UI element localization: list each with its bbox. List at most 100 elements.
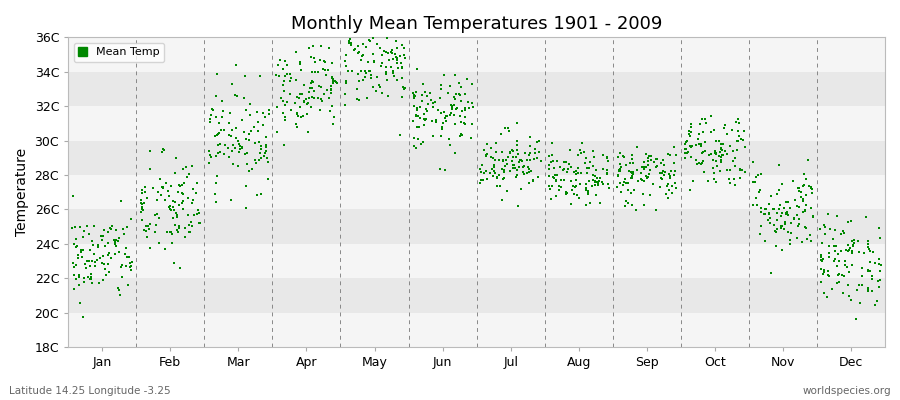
Point xyxy=(656,156,670,163)
Point xyxy=(636,164,651,170)
Point xyxy=(761,216,776,223)
Point xyxy=(209,152,223,159)
Point xyxy=(177,179,192,186)
Point xyxy=(380,77,394,84)
Point xyxy=(171,228,185,235)
Point xyxy=(356,41,371,47)
Point xyxy=(800,236,814,242)
Point xyxy=(436,72,451,79)
Point xyxy=(173,182,187,189)
Point xyxy=(814,252,829,258)
Point xyxy=(369,88,383,94)
Point xyxy=(407,143,421,150)
Point xyxy=(448,149,463,156)
Point xyxy=(842,247,856,254)
Point xyxy=(166,204,180,210)
Point xyxy=(280,62,294,68)
Point xyxy=(216,108,230,114)
Point xyxy=(314,84,328,90)
Point xyxy=(823,273,837,279)
Point xyxy=(192,220,206,226)
Point xyxy=(706,126,721,133)
Point xyxy=(547,175,562,182)
Point xyxy=(142,221,157,227)
Point xyxy=(439,113,454,119)
Point xyxy=(238,73,253,79)
Point xyxy=(650,156,664,162)
Point xyxy=(466,104,481,110)
Point xyxy=(214,98,229,104)
Point xyxy=(120,253,134,260)
Point xyxy=(166,198,181,204)
Point xyxy=(767,206,781,212)
Point xyxy=(428,99,442,106)
Point xyxy=(73,300,87,306)
Point xyxy=(184,162,199,169)
Point xyxy=(805,204,819,211)
Point xyxy=(508,165,522,171)
Point xyxy=(383,49,398,55)
Point xyxy=(278,102,293,108)
Point xyxy=(662,175,677,181)
Point xyxy=(164,229,178,235)
Point xyxy=(590,175,605,181)
Point xyxy=(344,40,358,46)
Point xyxy=(502,150,517,156)
Point xyxy=(109,237,123,244)
Point xyxy=(825,286,840,292)
Point xyxy=(842,248,856,254)
Point xyxy=(397,52,411,58)
Point xyxy=(559,158,573,165)
Point xyxy=(96,253,111,259)
Point xyxy=(314,96,328,103)
Point xyxy=(573,147,588,153)
Point xyxy=(614,189,628,196)
Point xyxy=(278,72,293,79)
Point xyxy=(148,212,162,218)
Point xyxy=(695,116,709,122)
Point xyxy=(302,45,316,52)
Point xyxy=(278,117,293,124)
Point xyxy=(374,60,389,66)
Point xyxy=(817,267,832,273)
Point xyxy=(184,200,199,206)
Point xyxy=(156,146,170,152)
Point xyxy=(545,152,560,158)
Point xyxy=(699,120,714,126)
Point xyxy=(108,251,122,258)
Point xyxy=(845,250,859,256)
Point xyxy=(444,110,458,116)
Point xyxy=(416,81,430,87)
Point xyxy=(156,184,170,190)
Point xyxy=(87,259,102,266)
Point xyxy=(328,78,342,84)
Point xyxy=(522,166,536,172)
Point xyxy=(350,85,365,92)
Point xyxy=(637,178,652,184)
Point xyxy=(849,316,863,322)
Point xyxy=(284,75,299,82)
Point xyxy=(871,278,886,284)
Point xyxy=(828,255,842,262)
Point xyxy=(797,208,812,214)
Point xyxy=(708,151,723,157)
Point xyxy=(523,134,537,140)
Point xyxy=(294,114,309,120)
Point xyxy=(503,168,517,174)
Point xyxy=(637,163,652,170)
Point xyxy=(142,226,157,232)
Point xyxy=(723,167,737,173)
Point xyxy=(389,54,403,60)
Point xyxy=(391,77,405,84)
Bar xyxy=(68,140,885,175)
Point xyxy=(418,116,432,123)
Point xyxy=(653,160,668,166)
Point xyxy=(325,73,339,80)
Point xyxy=(300,111,314,117)
Point xyxy=(460,75,474,82)
Point xyxy=(80,257,94,264)
Point xyxy=(792,204,806,210)
Point xyxy=(168,154,183,161)
Point xyxy=(363,68,377,75)
Point xyxy=(76,234,90,240)
